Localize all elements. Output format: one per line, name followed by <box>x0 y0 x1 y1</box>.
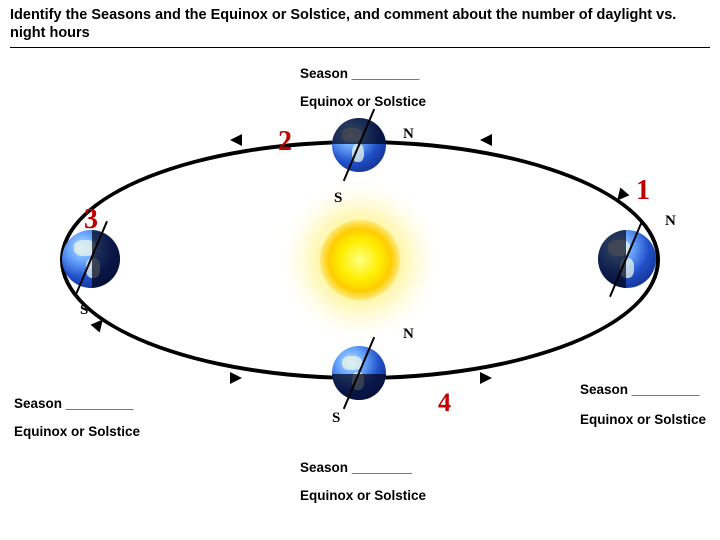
season-label-4: Season ________ <box>300 460 412 475</box>
number-4: 4 <box>438 388 451 418</box>
number-2: 2 <box>278 126 292 158</box>
orbit-diagram <box>60 140 660 380</box>
page-title: Identify the Seasons and the Equinox or … <box>10 6 710 42</box>
season-label-1: Season _________ <box>580 382 699 397</box>
eqsol-label-3: Equinox or Solstice <box>14 424 140 439</box>
orbit-arrow <box>230 372 242 384</box>
eqsol-label-1: Equinox or Solstice <box>580 412 706 427</box>
number-1: 1 <box>636 175 650 207</box>
orbit-arrow <box>480 134 492 146</box>
pole-n-2: N <box>403 126 414 143</box>
pole-s-4: S <box>332 410 340 427</box>
pole-n-4: N <box>403 326 414 343</box>
sun <box>320 220 400 300</box>
eqsol-label-2: Equinox or Solstice <box>300 94 426 109</box>
pole-s-3: S <box>80 302 88 319</box>
number-3: 3 <box>84 204 98 236</box>
orbit-arrow <box>230 134 242 146</box>
eqsol-label-4: Equinox or Solstice <box>300 488 426 503</box>
orbit-arrow <box>480 372 492 384</box>
season-label-3: Season _________ <box>14 396 133 411</box>
pole-n-1: N <box>665 213 676 230</box>
title-underline <box>10 47 710 48</box>
season-label-2: Season _________ <box>300 66 419 81</box>
pole-s-2: S <box>334 190 342 207</box>
